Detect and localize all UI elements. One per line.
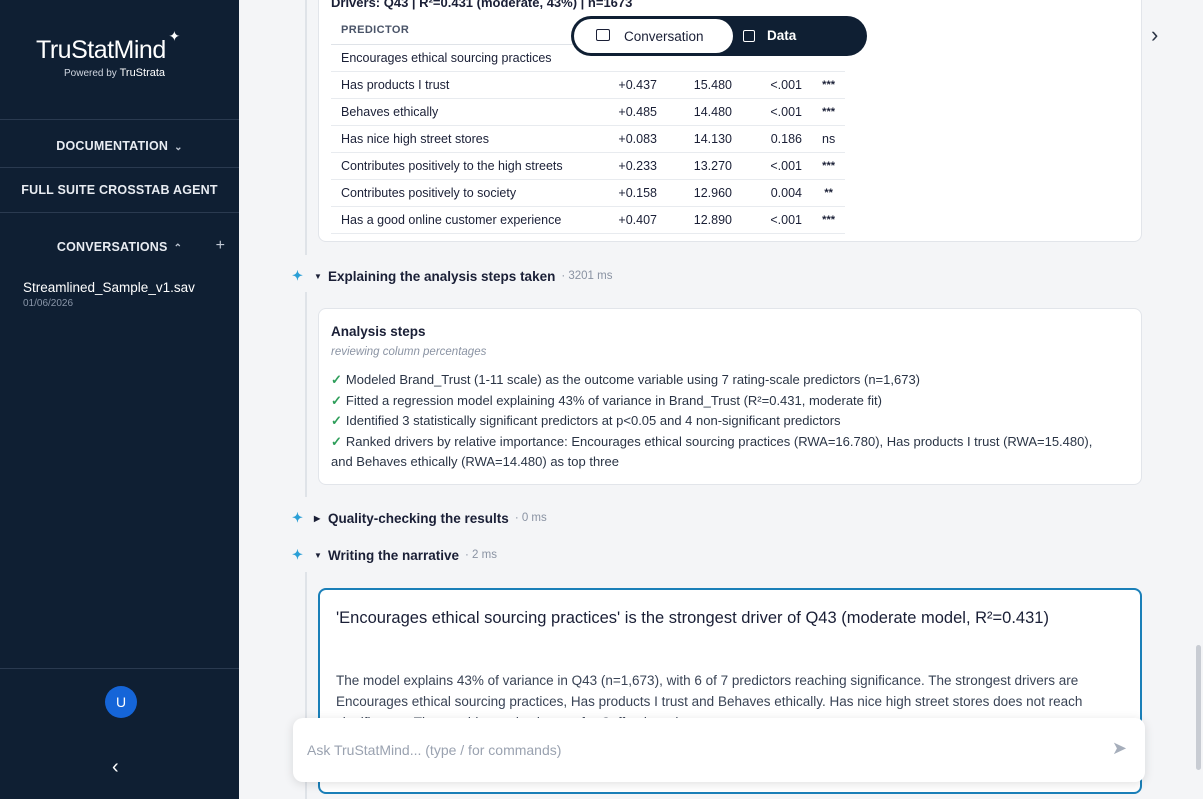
caret-down-icon: ▼ — [314, 271, 322, 281]
caret-right-icon: ▶ — [314, 513, 321, 523]
caret-down-icon: ▼ — [314, 550, 322, 560]
narrative-title: 'Encourages ethical sourcing practices' … — [336, 609, 1049, 627]
rwa-cell: 14.480 — [667, 98, 742, 126]
p-value-cell: 0.004 — [742, 179, 812, 207]
drivers-table-card: Drivers: Q43 | R²=0.431 (moderate, 43%) … — [318, 0, 1142, 242]
analysis-list: ✓ Modeled Brand_Trust (1-11 scale) as the… — [331, 370, 1111, 473]
significance-cell: ** — [812, 179, 846, 207]
table-row: Behaves ethically +0.485 14.480 <.001 *** — [331, 98, 846, 126]
p-value-cell: <.001 — [742, 71, 812, 99]
conversation-item[interactable]: Streamlined_Sample_v1.sav 01/06/2026 — [23, 280, 195, 309]
timeline-line — [305, 292, 307, 497]
rwa-cell: 13.270 — [667, 152, 742, 180]
send-icon[interactable]: ➤ — [1111, 738, 1127, 758]
logo-subtitle: Powered by TruStrata — [64, 67, 166, 79]
divider — [0, 212, 239, 213]
divider — [0, 119, 239, 120]
chat-icon — [596, 29, 610, 41]
main-panel: Drivers: Q43 | R²=0.431 (moderate, 43%) … — [239, 0, 1203, 799]
check-icon: ✓ — [331, 372, 342, 387]
check-icon: ✓ — [331, 392, 342, 408]
significance-cell: *** — [812, 206, 846, 234]
beta-cell: +0.083 — [603, 125, 667, 153]
analysis-steps-card: Analysis steps reviewing column percenta… — [318, 308, 1142, 485]
avatar[interactable]: U — [105, 686, 137, 718]
p-value-cell: <.001 — [742, 206, 812, 234]
logo-text: TruStatMind — [36, 36, 166, 64]
predictor-cell: Has products I trust — [331, 71, 603, 99]
predictor-cell: Contributes positively to society — [331, 179, 603, 207]
divider — [0, 668, 239, 669]
table-row: Contributes positively to the high stree… — [331, 152, 846, 180]
sparkle-icon: ✦ — [292, 547, 303, 562]
conversation-tab[interactable]: Conversation — [574, 19, 733, 53]
rwa-cell: 14.130 — [667, 125, 742, 153]
step-quality[interactable]: ✦ ▶ Quality-checking the results · 0 ms — [292, 510, 547, 526]
rwa-cell: 12.960 — [667, 179, 742, 207]
timeline-line — [305, 572, 307, 799]
view-toggle: Conversation Data — [571, 16, 867, 56]
scrollbar[interactable] — [1196, 645, 1201, 770]
predictor-cell: Has nice high street stores — [331, 125, 603, 153]
nav-full-suite-crosstab-agent[interactable]: FULL SUITE CROSSTAB AGENT — [21, 183, 218, 197]
beta-cell: +0.407 — [603, 206, 667, 234]
predictor-cell: Contributes positively to the high stree… — [331, 152, 603, 180]
chevron-down-icon: ⌄ — [174, 142, 183, 153]
list-item: ✓ Fitted a regression model explaining 43… — [331, 392, 882, 408]
p-value-cell: <.001 — [742, 98, 812, 126]
list-item: ✓ Modeled Brand_Trust (1-11 scale) as the… — [331, 372, 921, 387]
predictor-cell: Behaves ethically — [331, 98, 603, 126]
divider — [0, 167, 239, 168]
chevron-up-icon: ⌃ — [173, 243, 183, 254]
significance-cell: *** — [812, 98, 846, 126]
nav-documentation[interactable]: DOCUMENTATION ⌄ — [56, 139, 183, 153]
beta-cell: +0.158 — [603, 179, 667, 207]
conversation-name: Streamlined_Sample_v1.sav — [23, 280, 195, 295]
beta-cell: +0.437 — [603, 71, 667, 99]
timeline-line — [305, 0, 307, 255]
p-value-cell: <.001 — [742, 152, 812, 180]
table-row: Has a good online customer experience +0.… — [331, 206, 846, 234]
significance-cell: ns — [812, 125, 846, 153]
check-icon: ✓ — [331, 413, 342, 428]
data-tab[interactable]: Data — [767, 28, 797, 43]
chat-input-bar: ➤ — [293, 718, 1145, 782]
step-explaining[interactable]: ✦ ▼ Explaining the analysis steps taken … — [292, 268, 613, 284]
chevron-right-icon[interactable]: › — [1151, 22, 1159, 47]
check-icon: ✓ — [331, 433, 342, 449]
conversation-date: 01/06/2026 — [23, 298, 74, 309]
sparkle-icon: ✦ — [168, 28, 181, 44]
predictor-cell: Encourages ethical sourcing practices — [331, 44, 603, 72]
sparkle-icon: ✦ — [292, 510, 303, 525]
list-item: ✓ Ranked drivers by relative importance: … — [331, 433, 1093, 470]
rwa-cell: 15.480 — [667, 71, 742, 99]
predictor-cell: Has a good online customer experience — [331, 206, 603, 234]
analysis-title: Analysis steps — [331, 324, 426, 339]
beta-cell: +0.233 — [603, 152, 667, 180]
table-row: Has nice high street stores +0.083 14.130 0… — [331, 125, 846, 153]
table-row: Contributes positively to society +0.158 1… — [331, 179, 846, 207]
table-icon — [743, 30, 755, 42]
p-value-cell: 0.186 — [742, 125, 812, 153]
analysis-subtitle: reviewing column percentages — [331, 346, 487, 358]
significance-cell: *** — [812, 71, 846, 99]
logo: TruStatMind ✦ Powered by TruStrata — [36, 28, 180, 79]
chat-input[interactable] — [307, 738, 1067, 762]
drivers-table-title: Drivers: Q43 | R²=0.431 (moderate, 43%) … — [331, 0, 633, 10]
nav-conversations[interactable]: CONVERSATIONS ⌃ — [56, 240, 183, 254]
drivers-table: PREDICTOR Encourages ethical sourcing pr… — [331, 17, 846, 234]
table-row: Has products I trust +0.437 15.480 <.001 *** — [331, 71, 846, 99]
sparkle-icon: ✦ — [292, 268, 303, 283]
add-conversation-icon[interactable]: + — [215, 237, 225, 254]
collapse-sidebar-icon[interactable]: ‹ — [112, 756, 119, 778]
sidebar: TruStatMind ✦ Powered by TruStrata DOCUME… — [0, 0, 239, 799]
rwa-cell: 12.890 — [667, 206, 742, 234]
significance-cell: *** — [812, 152, 846, 180]
list-item: ✓ Identified 3 statistically significant … — [331, 413, 841, 428]
column-header-predictor: PREDICTOR — [331, 17, 603, 45]
beta-cell: +0.485 — [603, 98, 667, 126]
step-writing[interactable]: ✦ ▼ Writing the narrative · 2 ms — [292, 547, 497, 563]
